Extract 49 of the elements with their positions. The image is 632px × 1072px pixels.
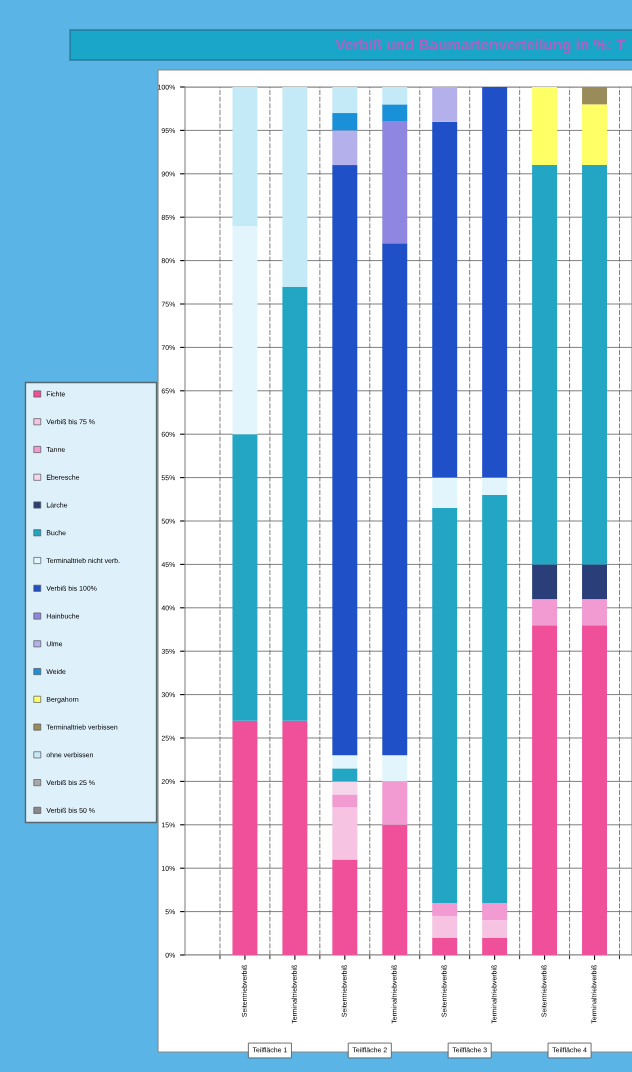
bar [382,243,408,756]
bar [532,165,558,565]
bar [482,87,508,478]
chart-title: Verbiß und Baumartenverteilung in %: T [335,38,626,54]
bar [282,87,308,287]
bar [332,807,358,860]
bar [332,794,358,808]
bar [332,165,358,756]
bar [332,781,358,795]
bar [482,902,508,921]
bar [582,104,608,166]
bar [232,434,258,721]
bar [482,920,508,938]
bar [282,720,308,955]
bar [332,859,358,955]
bar [582,599,608,626]
bar [382,87,408,105]
bar [232,87,258,226]
bar [432,937,458,955]
bar [432,87,458,122]
bar [532,625,558,955]
bar [332,768,358,782]
bar [282,286,308,721]
bar [382,824,408,955]
bar [482,937,508,955]
bar [432,915,458,938]
bar [232,225,258,435]
bar [332,130,358,166]
bar [482,477,508,495]
bar [532,87,558,166]
bar [382,104,408,122]
bar [432,507,458,903]
bar [332,87,358,114]
bar [532,599,558,626]
bar [432,121,458,478]
bar [482,494,508,903]
bar [332,113,358,131]
bar [382,121,408,244]
bar [432,477,458,508]
bar [532,564,558,600]
bar [382,781,408,825]
bar [582,564,608,600]
bar [582,87,608,105]
bar [382,755,408,782]
bar [582,625,608,955]
bar [232,720,258,955]
bar [432,902,458,916]
bar [582,165,608,565]
bar [332,755,358,769]
